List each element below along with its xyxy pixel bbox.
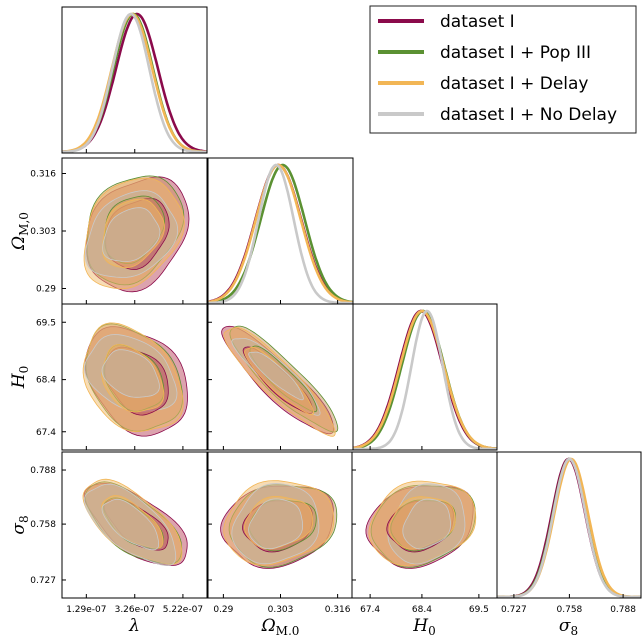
contour-1sigma-series-4 xyxy=(101,498,159,551)
contour-1sigma-series-4 xyxy=(101,349,160,398)
tick-labels: 1.29e-07 3.26e-07 5.22e-07 0.29 0.303 0.316 67… xyxy=(30,169,636,615)
ticks-3-0 xyxy=(62,469,184,598)
legend-label-4: dataset I + No Delay xyxy=(440,105,617,125)
axis-label-subscript: 0 xyxy=(17,366,31,374)
ticks-2-2 xyxy=(369,446,480,450)
x-tick-label: 68.4 xyxy=(412,605,432,615)
contour-panel-1-0 xyxy=(61,157,208,305)
axis-label-subscript: 0 xyxy=(428,624,436,635)
x-tick-label: 0.303 xyxy=(268,605,294,615)
legend-label-3: dataset I + Delay xyxy=(440,74,589,94)
x-tick-label: 0.758 xyxy=(557,605,583,615)
diag-panel-2 xyxy=(351,303,498,451)
ticks-2-1 xyxy=(208,321,339,450)
axis-label-2: H0 xyxy=(9,366,31,389)
y-tick-label: 67.4 xyxy=(36,428,56,438)
y-tick-label: 0.303 xyxy=(30,227,56,237)
posterior-curve-4 xyxy=(208,163,353,305)
x-tick-label: 0.788 xyxy=(610,605,636,615)
posterior-curve-3 xyxy=(207,163,354,304)
legend-label-1: dataset I xyxy=(440,12,515,32)
x-tick-label: 5.22e-07 xyxy=(163,605,203,615)
panel-frame xyxy=(351,451,498,599)
x-tick-label: 0.727 xyxy=(501,605,527,615)
legend-label-2: dataset I + Pop III xyxy=(440,43,591,63)
contour-panel-3-1 xyxy=(207,451,354,599)
panels xyxy=(61,6,642,599)
axis-label-1: ΩM,0 xyxy=(261,616,300,635)
diag-panel-1 xyxy=(207,157,354,305)
x-tick-label: 0.29 xyxy=(213,605,233,615)
contour-panel-3-0 xyxy=(61,451,208,599)
axis-label-subscript: 8 xyxy=(17,515,31,523)
legend-box xyxy=(369,5,637,134)
x-tick-label: 1.29e-07 xyxy=(66,605,106,615)
ticks-3-1 xyxy=(208,469,339,598)
diag-panel-0 xyxy=(61,6,208,154)
y-tick-label: 68.4 xyxy=(36,376,56,386)
axis-label-3: σ8 xyxy=(559,616,578,635)
panel-bg xyxy=(62,7,207,153)
axis-label-subscript: M,0 xyxy=(17,212,31,236)
x-tick-label: 69.5 xyxy=(469,605,489,615)
contour-1sigma-series-4 xyxy=(102,207,161,262)
contour-panel-2-0 xyxy=(61,303,208,451)
y-tick-label: 69.5 xyxy=(36,318,56,328)
axis-label-3: σ8 xyxy=(9,515,31,534)
x-tick-label: 0.316 xyxy=(325,605,351,615)
y-tick-label: 0.727 xyxy=(30,576,56,586)
axis-label-subscript: M,0 xyxy=(276,624,300,635)
panel-bg xyxy=(352,304,497,450)
posterior-curve-4 xyxy=(352,309,497,451)
contour-1sigma-series-4 xyxy=(402,498,452,550)
axis-label-0: λ xyxy=(128,616,140,635)
posterior-curve-4 xyxy=(496,457,641,599)
x-tick-label: 3.26e-07 xyxy=(115,605,155,615)
y-tick-label: 0.316 xyxy=(30,169,56,179)
panel-bg xyxy=(208,158,353,304)
panel-bg xyxy=(496,452,641,598)
contour-panel-3-2 xyxy=(351,451,498,599)
contour-1sigma-series-4 xyxy=(248,351,304,401)
ticks-3-3 xyxy=(513,594,624,598)
y-tick-label: 0.788 xyxy=(30,466,56,476)
ticks-1-0 xyxy=(62,172,184,304)
legend: dataset I dataset I + Pop III dataset I + … xyxy=(369,5,637,134)
ticks-0-0 xyxy=(85,149,184,153)
ticks-2-0 xyxy=(62,321,184,450)
contour-panel-2-1 xyxy=(207,303,354,451)
y-tick-label: 0.29 xyxy=(36,285,56,295)
ticks-3-2 xyxy=(352,469,480,598)
x-tick-label: 67.4 xyxy=(360,605,380,615)
axis-label-subscript: 8 xyxy=(570,624,578,635)
axis-label-1: ΩM,0 xyxy=(9,212,31,251)
axis-label-2: H0 xyxy=(412,616,435,635)
ticks-1-1 xyxy=(222,300,339,304)
diag-panel-3 xyxy=(495,451,642,599)
y-tick-label: 0.758 xyxy=(30,520,56,530)
contour-1sigma-series-4 xyxy=(248,498,303,550)
